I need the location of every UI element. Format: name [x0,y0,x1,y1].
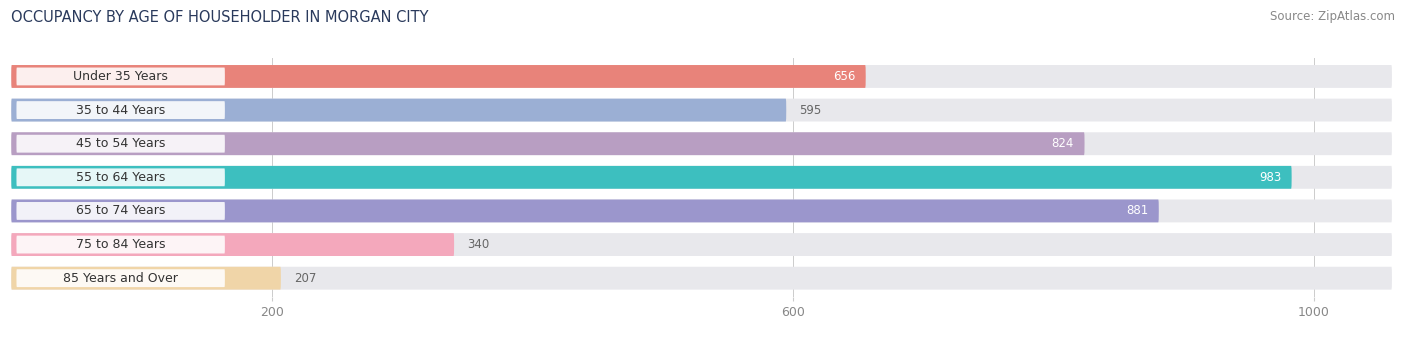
Text: 85 Years and Over: 85 Years and Over [63,272,179,285]
FancyBboxPatch shape [17,135,225,153]
Text: 881: 881 [1126,205,1149,218]
FancyBboxPatch shape [11,233,1392,256]
Text: 340: 340 [467,238,489,251]
Text: Under 35 Years: Under 35 Years [73,70,169,83]
Text: 656: 656 [832,70,855,83]
Text: 55 to 64 Years: 55 to 64 Years [76,171,166,184]
Text: 983: 983 [1258,171,1281,184]
Text: 35 to 44 Years: 35 to 44 Years [76,104,166,117]
Text: OCCUPANCY BY AGE OF HOUSEHOLDER IN MORGAN CITY: OCCUPANCY BY AGE OF HOUSEHOLDER IN MORGA… [11,10,429,25]
FancyBboxPatch shape [11,267,1392,290]
FancyBboxPatch shape [17,236,225,253]
FancyBboxPatch shape [11,267,281,290]
FancyBboxPatch shape [17,202,225,220]
Text: 75 to 84 Years: 75 to 84 Years [76,238,166,251]
Text: 65 to 74 Years: 65 to 74 Years [76,205,166,218]
FancyBboxPatch shape [17,269,225,287]
FancyBboxPatch shape [11,65,866,88]
FancyBboxPatch shape [11,166,1292,189]
Text: 824: 824 [1052,137,1074,150]
FancyBboxPatch shape [17,101,225,119]
Text: 45 to 54 Years: 45 to 54 Years [76,137,166,150]
FancyBboxPatch shape [11,99,1392,121]
FancyBboxPatch shape [11,132,1392,155]
FancyBboxPatch shape [11,99,786,121]
Text: 207: 207 [294,272,316,285]
FancyBboxPatch shape [11,65,1392,88]
FancyBboxPatch shape [17,68,225,85]
Text: 595: 595 [799,104,821,117]
Text: Source: ZipAtlas.com: Source: ZipAtlas.com [1270,10,1395,23]
FancyBboxPatch shape [11,166,1392,189]
FancyBboxPatch shape [11,233,454,256]
FancyBboxPatch shape [11,199,1392,222]
FancyBboxPatch shape [11,199,1159,222]
FancyBboxPatch shape [17,168,225,186]
FancyBboxPatch shape [11,132,1084,155]
